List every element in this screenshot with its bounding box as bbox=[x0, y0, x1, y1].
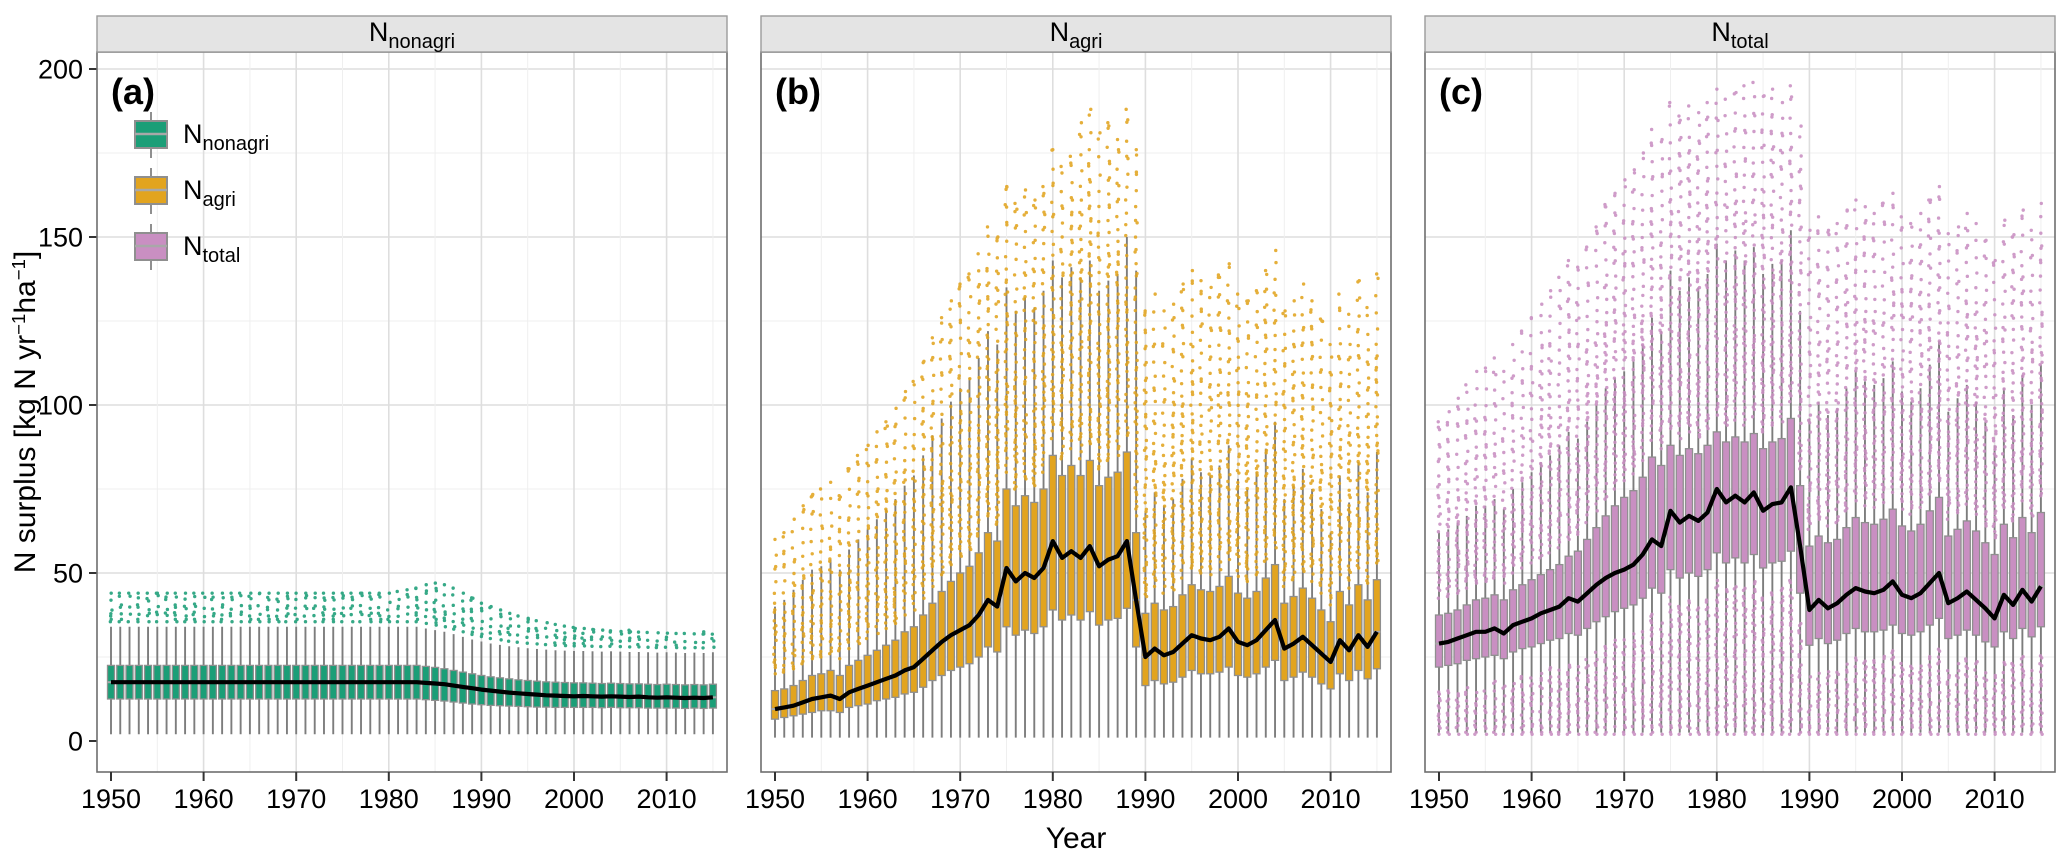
panel-letter: (a) bbox=[111, 71, 155, 112]
outlier-points-nonagri bbox=[108, 581, 716, 650]
y-axis-sup-2: −1 bbox=[7, 259, 29, 281]
svg-text:50: 50 bbox=[53, 559, 83, 589]
facet-strip-label: Ntotal bbox=[1711, 17, 1768, 53]
panel-letter: (c) bbox=[1439, 71, 1483, 112]
svg-text:2000: 2000 bbox=[544, 784, 604, 814]
legend-label-agri: Nagri bbox=[183, 175, 236, 211]
facet-strip-nonagri bbox=[96, 15, 728, 53]
y-axis: 0 50 100 150 200 bbox=[38, 55, 97, 757]
svg-text:2010: 2010 bbox=[1301, 784, 1361, 814]
svg-text:1990: 1990 bbox=[1115, 784, 1175, 814]
panel-letter: (b) bbox=[775, 71, 821, 112]
median-trend-line-nonagri bbox=[111, 680, 714, 701]
y-axis-title-text-2: ha bbox=[9, 280, 42, 314]
svg-text:1970: 1970 bbox=[930, 784, 990, 814]
legend-label-nonagri: Nnonagri bbox=[183, 119, 269, 155]
svg-text:1970: 1970 bbox=[266, 784, 326, 814]
svg-text:1980: 1980 bbox=[359, 784, 419, 814]
svg-text:0: 0 bbox=[68, 727, 83, 757]
x-axis-title: Year bbox=[1045, 822, 1107, 855]
y-axis-title: N surplus [kg N yr−1ha−1] bbox=[7, 250, 43, 574]
svg-text:1980: 1980 bbox=[1023, 784, 1083, 814]
svg-text:1990: 1990 bbox=[451, 784, 511, 814]
svg-text:1950: 1950 bbox=[81, 784, 141, 814]
svg-text:200: 200 bbox=[38, 55, 83, 85]
outlier-points-agri bbox=[772, 107, 1380, 676]
y-axis-title-text-3: ] bbox=[9, 250, 42, 260]
median-trend-line-agri bbox=[774, 539, 1379, 712]
y-axis-sup-1: −1 bbox=[7, 313, 29, 335]
outlier-points-total bbox=[1436, 80, 2044, 736]
facet-strip-total bbox=[1424, 15, 2056, 53]
svg-text:2010: 2010 bbox=[637, 784, 697, 814]
svg-text:1960: 1960 bbox=[174, 784, 234, 814]
facet-strip-label: Nnonagri bbox=[369, 17, 455, 53]
svg-text:1960: 1960 bbox=[838, 784, 898, 814]
legend-label-total: Ntotal bbox=[183, 231, 240, 267]
svg-text:150: 150 bbox=[38, 223, 83, 253]
legend: Nnonagri Nagri Ntotal bbox=[134, 112, 269, 270]
svg-text:2000: 2000 bbox=[1208, 784, 1268, 814]
panel-agri: Nagri (b) 1950 1960 1970 1980 1990 2000 2010 bbox=[745, 15, 1392, 814]
y-axis-title-text: N surplus [kg N yr bbox=[9, 334, 42, 574]
median-trend-line-total bbox=[1438, 485, 2043, 646]
panel-total: Ntotal(c)1950 1960 1970 1980 1990 2000 2010 bbox=[1409, 15, 2056, 814]
panel-nonagri: Nnonagri (a) 1950 1960 1970 1980 1990 2000 2010 bbox=[81, 15, 728, 814]
facet-strip-agri bbox=[760, 15, 1392, 53]
svg-text:100: 100 bbox=[38, 391, 83, 421]
facet-strip-label: Nagri bbox=[1050, 17, 1103, 53]
svg-text:1950: 1950 bbox=[745, 784, 805, 814]
